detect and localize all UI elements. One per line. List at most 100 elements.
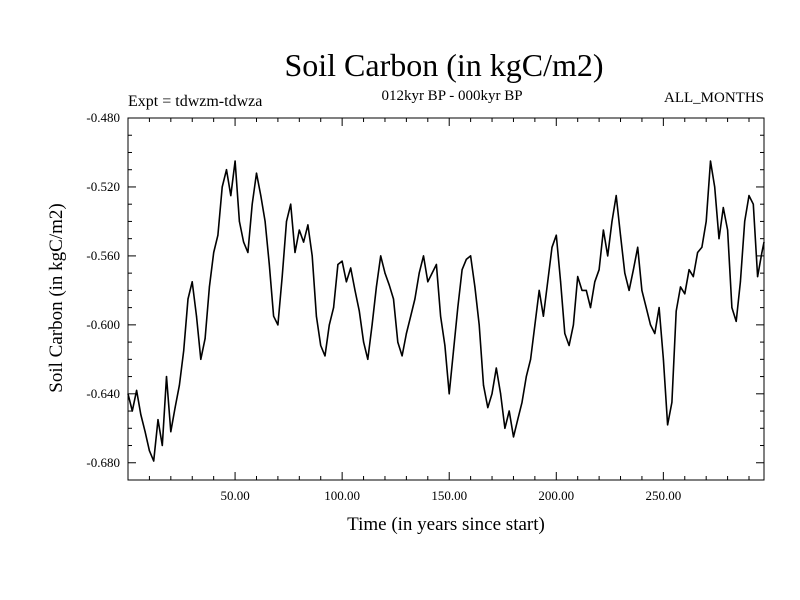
data-point	[170, 431, 172, 433]
data-point	[410, 315, 412, 317]
data-point	[418, 272, 420, 274]
data-point	[140, 413, 142, 416]
data-point	[521, 401, 523, 404]
data-point	[709, 160, 712, 162]
data-point	[744, 220, 746, 223]
y-axis-label: Soil Carbon (in kgC/m2)	[46, 203, 67, 392]
data-point	[632, 269, 634, 271]
data-point	[589, 307, 592, 309]
data-point	[273, 315, 275, 317]
data-point	[714, 186, 716, 188]
x-axis: 50.00 100.00 150.00 200.00 250.00	[148, 118, 750, 503]
data-point	[337, 263, 339, 266]
data-point	[392, 298, 395, 300]
data-point	[637, 246, 639, 248]
data-point	[208, 286, 210, 288]
data-point	[183, 350, 185, 352]
y-tick-label: -0.520	[86, 179, 120, 194]
data-point	[718, 238, 720, 240]
data-point	[470, 255, 472, 257]
data-point	[491, 393, 493, 395]
data-point	[127, 393, 129, 395]
data-point	[577, 275, 579, 278]
data-point	[495, 367, 497, 369]
data-point	[542, 315, 545, 317]
data-point	[474, 286, 476, 288]
series-line	[127, 160, 765, 462]
data-point	[735, 320, 737, 323]
data-point	[161, 444, 163, 447]
data-point	[341, 260, 343, 262]
data-point	[564, 332, 566, 335]
plot-border	[127, 117, 765, 481]
data-point	[679, 286, 682, 288]
data-point	[581, 289, 583, 291]
data-point	[611, 220, 613, 223]
x-tick-label: 50.00	[220, 488, 249, 503]
data-point	[641, 289, 643, 291]
data-point	[281, 275, 283, 278]
data-point	[375, 286, 378, 288]
data-point	[307, 224, 309, 226]
data-point	[302, 241, 305, 243]
data-point	[174, 407, 176, 409]
data-point	[547, 281, 549, 283]
x-axis-label: Time (in years since start)	[347, 514, 545, 535]
data-point	[649, 324, 652, 326]
data-point	[508, 410, 510, 412]
data-point	[726, 229, 729, 231]
data-point	[684, 293, 686, 295]
data-point	[315, 315, 318, 317]
data-point	[482, 384, 485, 386]
data-point	[435, 263, 437, 266]
data-point	[701, 246, 703, 248]
data-point	[358, 310, 360, 312]
data-point	[380, 255, 382, 257]
data-point	[255, 172, 258, 174]
data-point	[397, 341, 399, 343]
data-point	[452, 350, 455, 352]
data-point	[362, 341, 365, 343]
data-point	[221, 186, 223, 188]
data-point	[440, 315, 442, 317]
data-point	[178, 384, 180, 386]
data-point	[277, 324, 279, 326]
y-tick-label: -0.680	[86, 455, 120, 470]
data-point	[200, 358, 202, 360]
y-tick-label: -0.640	[86, 386, 120, 401]
data-point	[585, 289, 587, 291]
y-tick-label: -0.600	[86, 317, 120, 332]
data-point	[260, 194, 262, 197]
data-point	[465, 258, 467, 260]
data-point	[457, 307, 459, 309]
data-point	[756, 275, 759, 278]
data-point	[739, 281, 742, 283]
data-point	[500, 393, 502, 395]
data-point	[568, 344, 570, 347]
data-point	[594, 281, 596, 283]
data-point	[624, 272, 626, 274]
data-point	[752, 203, 754, 205]
data-point	[645, 307, 647, 309]
data-point	[671, 401, 673, 404]
y-axis: -0.480 -0.520 -0.560 -0.600 -0.640 -0.680	[86, 110, 764, 481]
data-point	[243, 241, 245, 243]
chart-subtitle-left: Expt = tdwzm-tdwza	[128, 93, 262, 110]
data-point	[431, 272, 433, 274]
data-point	[350, 267, 352, 269]
data-point	[268, 263, 270, 266]
data-point	[405, 332, 407, 335]
data-point	[195, 315, 198, 317]
data-point	[144, 431, 146, 433]
data-point	[667, 424, 669, 426]
data-point	[529, 358, 532, 360]
data-point	[461, 269, 463, 271]
data-point	[153, 460, 155, 462]
data-point	[324, 355, 326, 357]
data-point	[534, 324, 536, 326]
data-point	[572, 324, 575, 326]
data-point	[444, 344, 446, 347]
data-point	[675, 310, 677, 312]
data-point	[538, 289, 540, 291]
